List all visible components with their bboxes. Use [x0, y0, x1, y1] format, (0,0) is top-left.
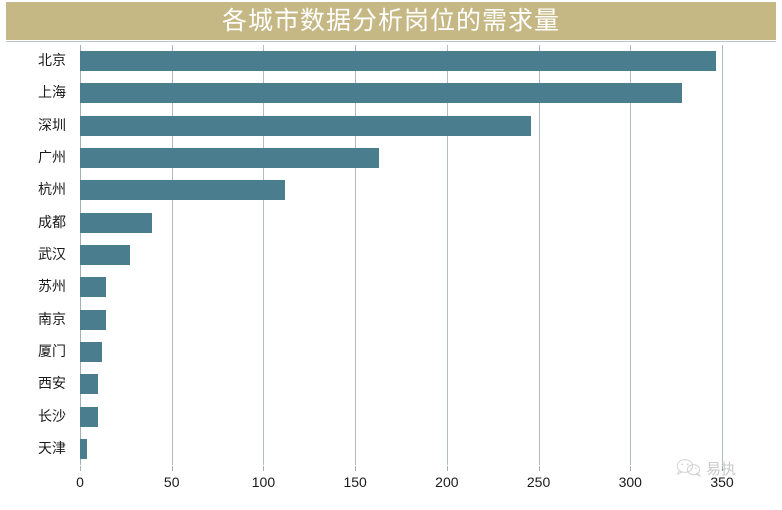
x-tick-label-300: 300 [618, 474, 642, 490]
x-tick-mark-50 [171, 466, 173, 471]
y-axis-label-北京: 北京 [38, 52, 66, 69]
bar-row[interactable] [80, 309, 722, 330]
y-axis-label-西安: 西安 [38, 375, 66, 392]
x-tick-mark-100 [263, 466, 265, 471]
x-tick-mark-200 [446, 466, 448, 471]
bar-row[interactable] [80, 406, 722, 427]
bar-武汉[interactable] [80, 244, 130, 265]
y-axis-label-成都: 成都 [38, 213, 66, 230]
watermark-label: 易执 [706, 460, 737, 478]
x-tick-label-250: 250 [526, 474, 551, 490]
y-axis-label-厦门: 厦门 [38, 342, 66, 359]
y-axis-label-苏州: 苏州 [38, 278, 66, 295]
y-axis-label-天津: 天津 [38, 439, 66, 456]
chart-title: 各城市数据分析岗位的需求量 [221, 6, 560, 35]
bar-南京[interactable] [80, 309, 106, 330]
plot-area [80, 45, 723, 465]
y-axis-label-武汉: 武汉 [38, 245, 66, 262]
bar-成都[interactable] [80, 212, 152, 233]
bar-series [80, 45, 722, 465]
bar-row[interactable] [80, 180, 722, 201]
bar-row[interactable] [80, 438, 722, 459]
gridline-100 [263, 45, 265, 465]
x-tick-label-0: 0 [76, 474, 84, 490]
bar-西安[interactable] [80, 374, 99, 395]
bar-深圳[interactable] [80, 115, 532, 136]
bar-row[interactable] [80, 51, 722, 72]
y-axis-labels: 北京上海深圳广州杭州成都武汉苏州南京厦门西安长沙天津 [6, 41, 74, 466]
y-axis-label-南京: 南京 [38, 310, 66, 327]
x-tick-label-200: 200 [435, 474, 459, 490]
bar-广州[interactable] [80, 148, 379, 169]
x-tick-label-100: 100 [251, 474, 276, 490]
x-tick-mark-250 [538, 466, 540, 471]
bar-长沙[interactable] [80, 406, 99, 427]
y-axis-label-杭州: 杭州 [38, 181, 66, 198]
x-tick-mark-150 [355, 466, 357, 471]
bar-苏州[interactable] [80, 277, 106, 298]
plot-frame [6, 41, 776, 466]
bar-杭州[interactable] [80, 180, 286, 201]
chart-title-bar: 各城市数据分析岗位的需求量 [6, 2, 776, 40]
gridline-50 [171, 45, 173, 465]
gridline-200 [446, 45, 448, 465]
bar-row[interactable] [80, 277, 722, 298]
y-axis-label-长沙: 长沙 [38, 407, 66, 424]
gridline-350 [722, 45, 723, 465]
y-axis-label-深圳: 深圳 [38, 116, 66, 133]
x-tick-mark-0 [80, 466, 81, 471]
gridline-150 [355, 45, 357, 465]
bar-row[interactable] [80, 212, 722, 233]
gridline-250 [538, 45, 540, 465]
bar-上海[interactable] [80, 83, 682, 104]
bar-row[interactable] [80, 115, 722, 136]
watermark: 易执 [676, 455, 772, 481]
bar-row[interactable] [80, 244, 722, 265]
bar-北京[interactable] [80, 51, 717, 72]
x-tick-mark-350 [722, 466, 723, 471]
y-axis-label-上海: 上海 [38, 84, 66, 101]
bar-row[interactable] [80, 341, 722, 362]
bar-厦门[interactable] [80, 341, 102, 362]
bar-row[interactable] [80, 83, 722, 104]
bar-row[interactable] [80, 148, 722, 169]
bar-row[interactable] [80, 374, 722, 395]
bar-天津[interactable] [80, 438, 88, 459]
wechat-icon [676, 458, 702, 478]
y-axis-label-广州: 广州 [38, 149, 66, 166]
x-tick-label-150: 150 [343, 474, 367, 490]
x-axis: 0 50 100 150 200 250 300 350 [6, 466, 776, 500]
x-tick-label-350: 350 [710, 474, 734, 490]
x-tick-mark-300 [630, 466, 632, 471]
gridline-300 [630, 45, 632, 465]
x-tick-label-50: 50 [163, 474, 180, 490]
